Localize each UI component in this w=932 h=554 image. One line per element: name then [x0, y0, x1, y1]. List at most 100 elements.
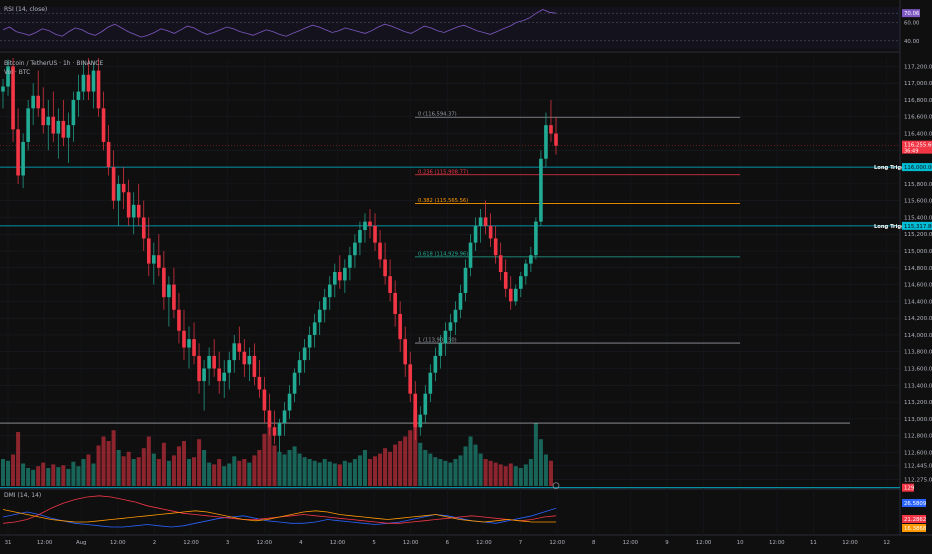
candle-body: [81, 74, 86, 92]
volume-bar: [262, 433, 267, 486]
volume-bar: [146, 436, 151, 486]
time-tick-label: Aug: [76, 540, 87, 546]
volume-bar: [543, 454, 548, 486]
volume-bar: [347, 462, 352, 486]
volume-bar: [81, 459, 86, 486]
candle-body: [443, 330, 448, 344]
volume-bar: [282, 454, 287, 486]
candle-body: [16, 129, 20, 176]
candle-body: [353, 242, 357, 256]
volume-bar: [423, 450, 428, 486]
candle-body: [433, 355, 438, 373]
candle-body: [41, 108, 46, 126]
volume-bar: [352, 459, 357, 486]
volume-bar: [116, 450, 121, 486]
volume-bar: [302, 457, 307, 486]
volume-label[interactable]: Vol · BTC: [4, 69, 31, 76]
volume-bar: [56, 467, 61, 486]
candle-body: [338, 272, 342, 281]
volume-bar: [342, 460, 347, 486]
volume-bar: [413, 409, 418, 486]
candle-body: [529, 255, 533, 264]
volume-bar: [111, 430, 116, 486]
volume-bar: [197, 439, 202, 486]
price-tick-label: 113,800.00: [904, 350, 932, 356]
time-tick-label: 12:00: [256, 540, 272, 546]
volume-bar: [212, 464, 217, 486]
dmi-value-badge: [902, 499, 926, 507]
rsi-tick-label: 40.00: [904, 39, 920, 45]
volume-bar: [312, 460, 317, 486]
volume-bar: [508, 463, 513, 486]
volume-bar: [393, 444, 398, 486]
volume-bar: [21, 463, 26, 486]
volume-bar: [332, 463, 337, 486]
candle-body: [554, 133, 558, 146]
volume-bar: [46, 468, 51, 486]
volume-bar: [106, 441, 111, 486]
volume-bar: [186, 459, 192, 486]
volume-bar: [357, 455, 362, 486]
price-tick-label: 116,800.00: [904, 98, 932, 104]
volume-bar: [181, 441, 186, 486]
long-trigger-label: Long Trigger: [874, 224, 911, 230]
dmi-value-text: 26.5809: [904, 501, 927, 507]
volume-bar: [408, 430, 413, 486]
volume-bar: [362, 450, 367, 486]
candle-body: [368, 221, 372, 226]
volume-bar: [227, 463, 232, 486]
candle-body: [172, 284, 176, 310]
candle-body: [468, 242, 473, 268]
volume-bar: [388, 451, 393, 486]
volume-bar: [267, 426, 272, 486]
dmi-label[interactable]: DMI (14, 14): [4, 492, 42, 499]
volume-bar: [252, 455, 257, 486]
candle-body: [167, 284, 171, 298]
candle-body: [343, 267, 347, 281]
volume-bar: [16, 432, 21, 486]
candle-body: [212, 355, 216, 369]
time-axis: 31 12:00 Aug 12:00 2 12:00 3 12:00 4 12:00 5 12:00 6…: [5, 540, 890, 546]
bottom-level-badge: [902, 483, 914, 492]
volume-bar: [36, 466, 41, 486]
candle-body: [317, 309, 322, 323]
volume-bar: [156, 459, 161, 486]
price-tick-label: 113,000.00: [904, 417, 932, 423]
dmi-value-badge: [902, 515, 926, 523]
volume-bar: [473, 444, 478, 486]
candle-body: [378, 242, 382, 260]
candle-body: [423, 393, 428, 415]
volume-bar: [207, 462, 212, 486]
time-tick-label: 10: [737, 540, 744, 546]
volume-bars: [0, 409, 553, 486]
candle-body: [207, 355, 211, 369]
rsi-line: [2, 9, 557, 38]
candle-body: [488, 225, 493, 239]
volume-bar: [6, 460, 11, 486]
volume-bar: [523, 464, 528, 486]
volume-bar: [161, 442, 166, 486]
price-tick-label: 117,200.00: [904, 64, 932, 70]
candle-body: [292, 372, 297, 394]
volume-bar: [483, 459, 488, 486]
candle-body: [267, 410, 272, 428]
time-tick-label: 31: [5, 540, 12, 546]
volume-bar: [458, 455, 463, 486]
candle-body: [463, 267, 468, 293]
candle-body: [192, 339, 196, 356]
time-tick-label: 12:00: [696, 540, 712, 546]
candle-body: [66, 125, 71, 138]
symbol-label[interactable]: Bitcoin / TetherUS · 1h · BINANCE: [4, 60, 104, 67]
candle-body: [408, 364, 413, 394]
long-trigger-badge-text: 115,317.80: [904, 224, 932, 230]
long-trigger-badge: [902, 221, 932, 230]
price-tick-label: 114,400.00: [904, 299, 932, 305]
current-price-countdown: 36:49: [904, 149, 918, 155]
candle-body: [478, 217, 483, 226]
candle-body: [272, 427, 277, 436]
price-tick-label: 114,000.00: [904, 333, 932, 339]
candle-body: [96, 70, 101, 109]
time-tick-label: 12:00: [842, 540, 858, 546]
